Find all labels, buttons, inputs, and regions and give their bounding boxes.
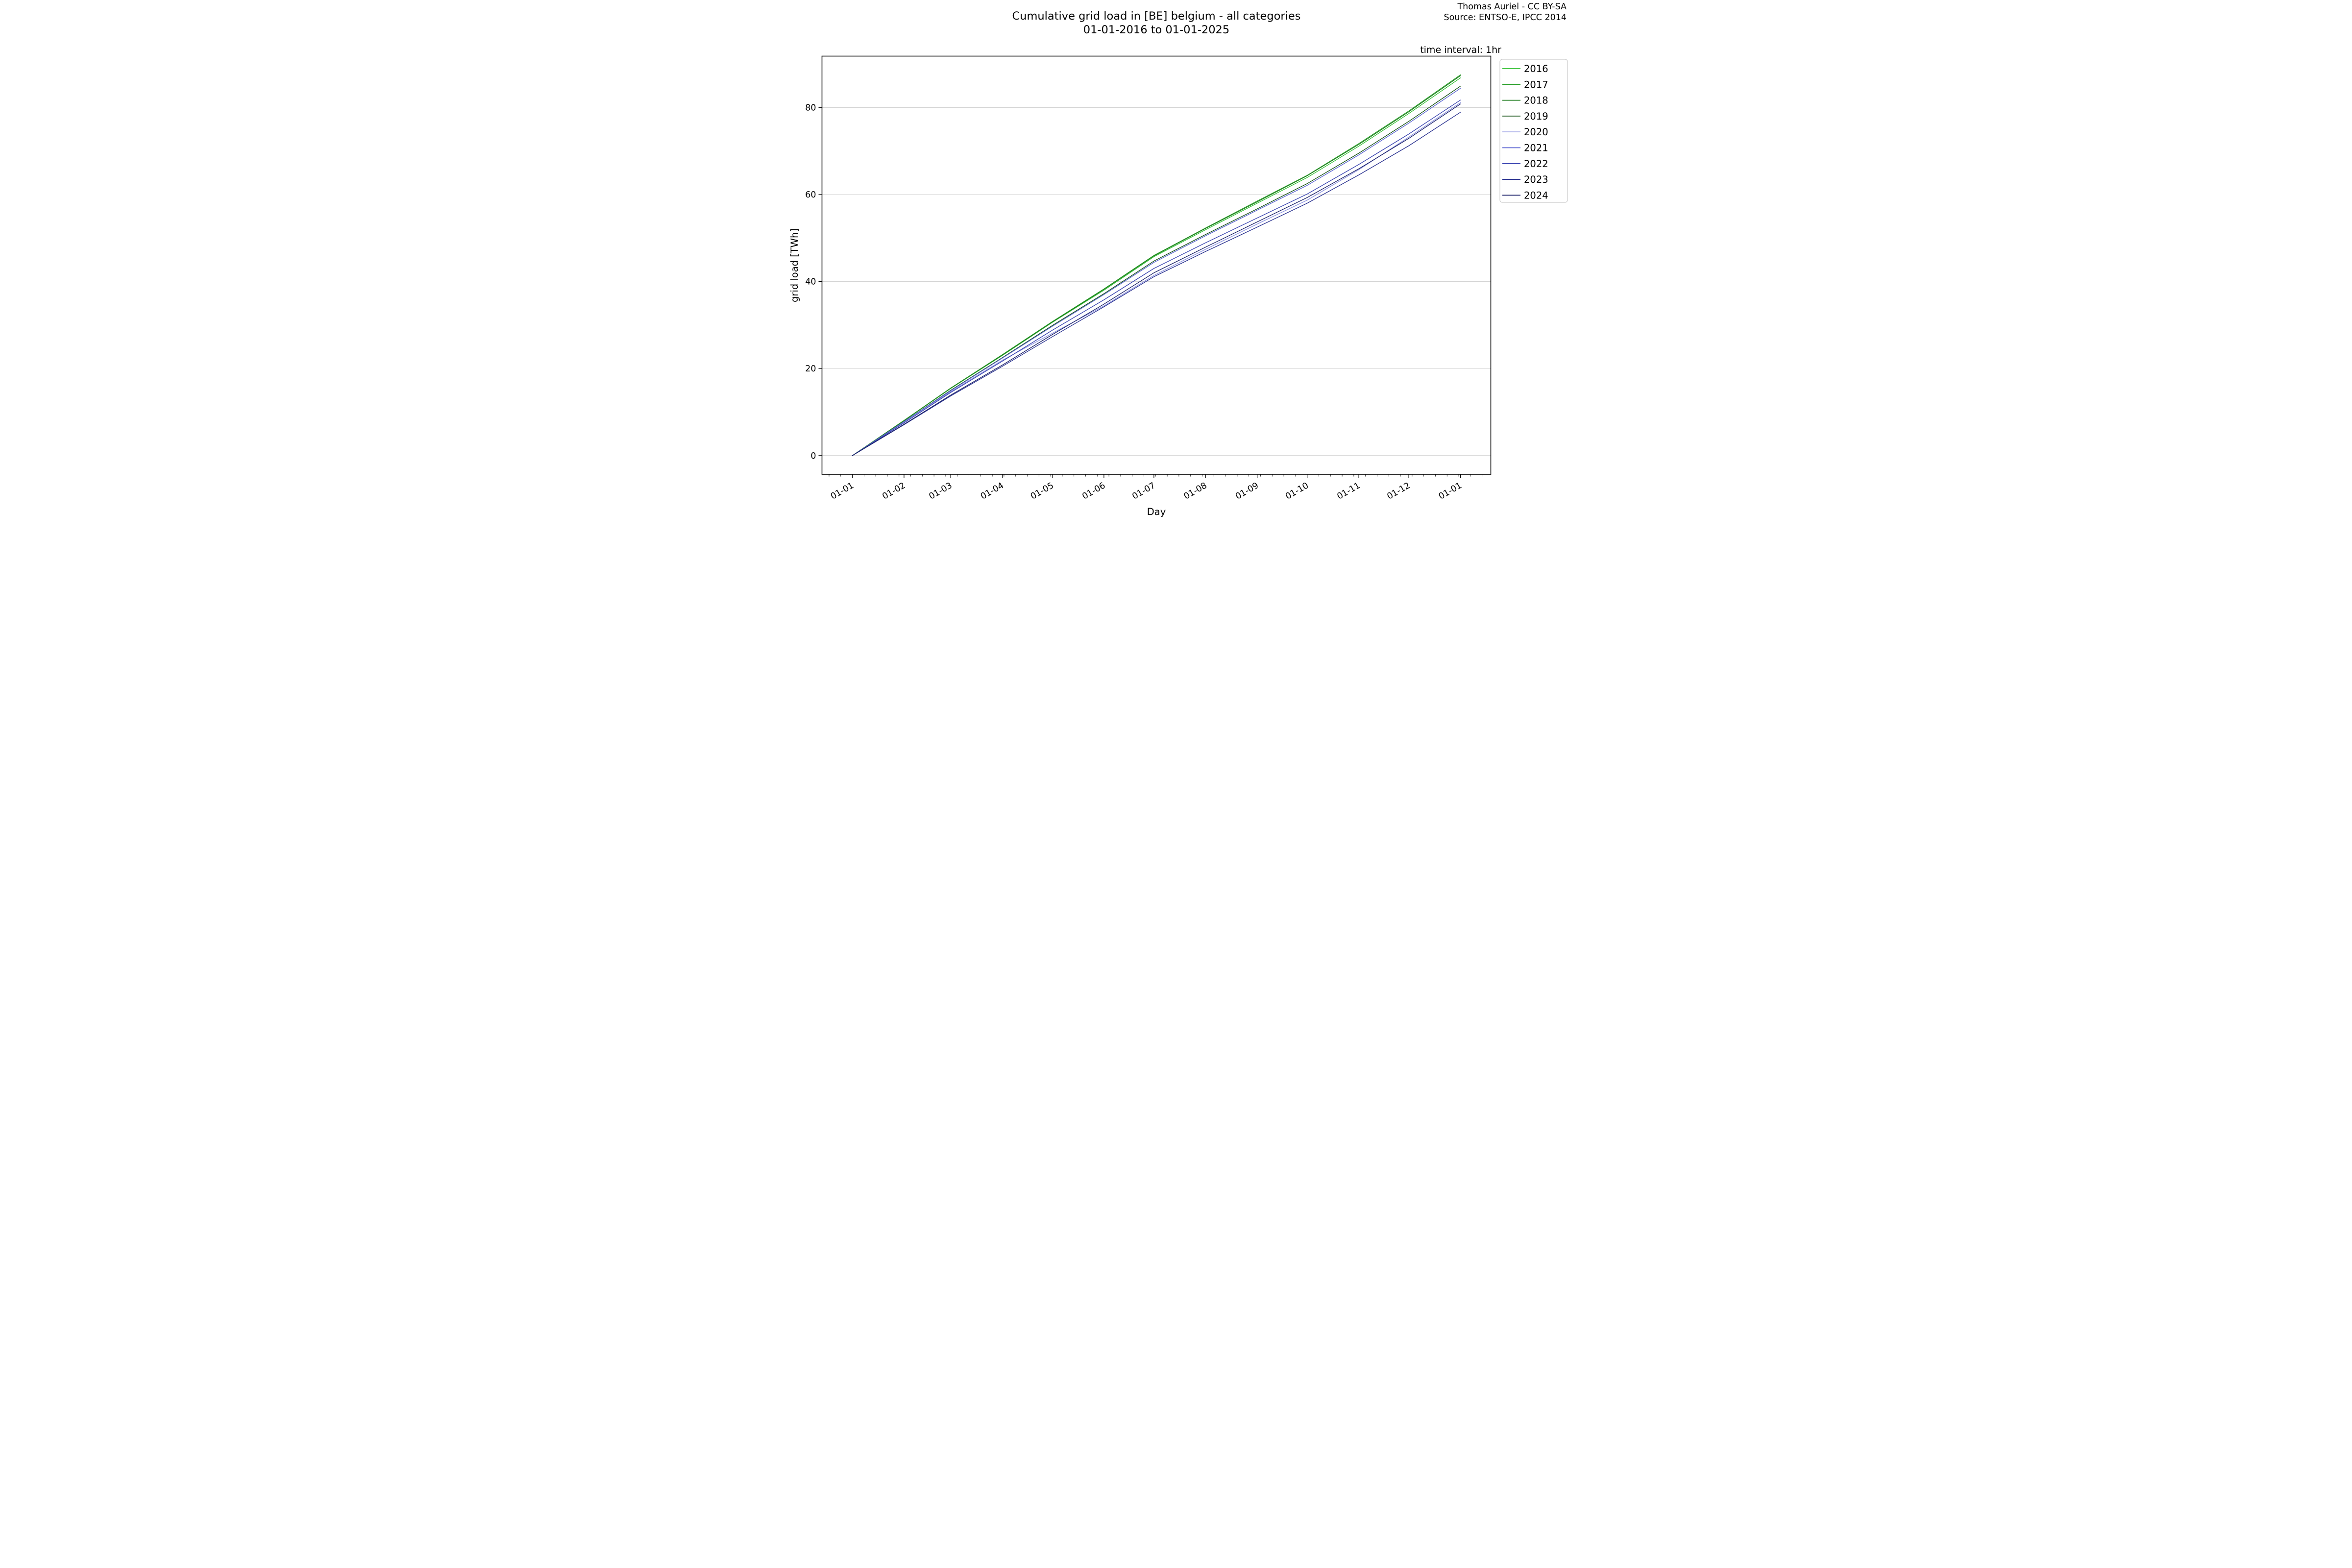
legend-label-2018: 2018 — [1524, 95, 1548, 106]
series-line-2019 — [852, 86, 1461, 456]
chart-canvas: Cumulative grid load in [BE] belgium - a… — [784, 0, 1568, 523]
y-axis-label: grid load [TWh] — [789, 228, 800, 302]
series-line-2024 — [852, 103, 1461, 456]
legend-label-2024: 2024 — [1524, 190, 1548, 201]
legend: 2016 2017 2018 2019 2020 2021 2022 2023 2024 — [1499, 59, 1568, 203]
legend-label-2020: 2020 — [1524, 126, 1548, 138]
series-line-2016 — [852, 77, 1461, 456]
legend-label-2017: 2017 — [1524, 79, 1548, 90]
y-tick-label: 60 — [805, 190, 816, 200]
figure-background — [784, 0, 1568, 523]
series-line-2022 — [852, 99, 1461, 456]
plot-border — [821, 55, 1492, 475]
y-tick-label: 20 — [805, 364, 816, 374]
series-line-2020 — [852, 102, 1461, 456]
y-tick-label: 0 — [810, 451, 816, 461]
legend-label-2023: 2023 — [1524, 174, 1548, 185]
legend-label-2016: 2016 — [1524, 63, 1548, 74]
time-interval-annotation: time interval: 1hr — [1420, 45, 1501, 55]
series-layer — [852, 74, 1461, 456]
legend-box — [1499, 59, 1568, 203]
figure: Cumulative grid load in [BE] belgium - a… — [784, 0, 1568, 523]
y-tick-label: 40 — [805, 277, 816, 287]
chart-title-line2: 01-01-2016 to 01-01-2025 — [1083, 24, 1229, 36]
legend-label-2022: 2022 — [1524, 158, 1548, 170]
legend-label-2021: 2021 — [1524, 143, 1548, 154]
series-line-2018 — [852, 75, 1461, 456]
chart-title-line1: Cumulative grid load in [BE] belgium - a… — [1012, 10, 1301, 23]
y-tick-label: 80 — [805, 103, 816, 113]
series-line-2023 — [852, 112, 1461, 456]
attribution-source: Source: ENTSO-E, IPCC 2014 — [1444, 13, 1567, 23]
attribution-author: Thomas Auriel - CC BY-SA — [1457, 2, 1567, 12]
gridlines-layer — [822, 107, 1491, 456]
legend-label-2019: 2019 — [1524, 111, 1548, 122]
series-line-2021 — [852, 88, 1461, 456]
x-axis-label: Day — [1147, 506, 1166, 517]
ticks-layer — [818, 107, 1483, 478]
